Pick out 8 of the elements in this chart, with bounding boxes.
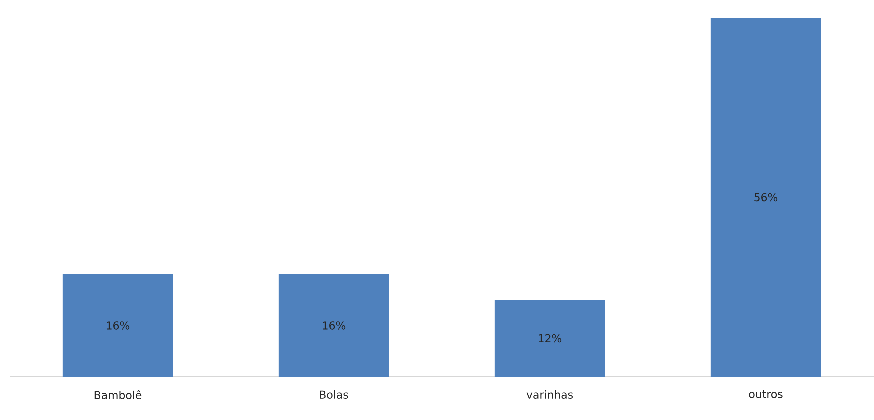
x-tick-label: outros: [749, 390, 783, 398]
x-tick-label: Bolas: [320, 390, 348, 399]
data-label: 12%: [539, 334, 562, 343]
data-label: 16%: [107, 322, 130, 330]
data-label: 56%: [754, 193, 778, 202]
x-tick-label: Bambolê: [94, 390, 142, 400]
data-label: 16%: [323, 322, 346, 330]
x-tick-label: varinhas: [526, 390, 574, 399]
